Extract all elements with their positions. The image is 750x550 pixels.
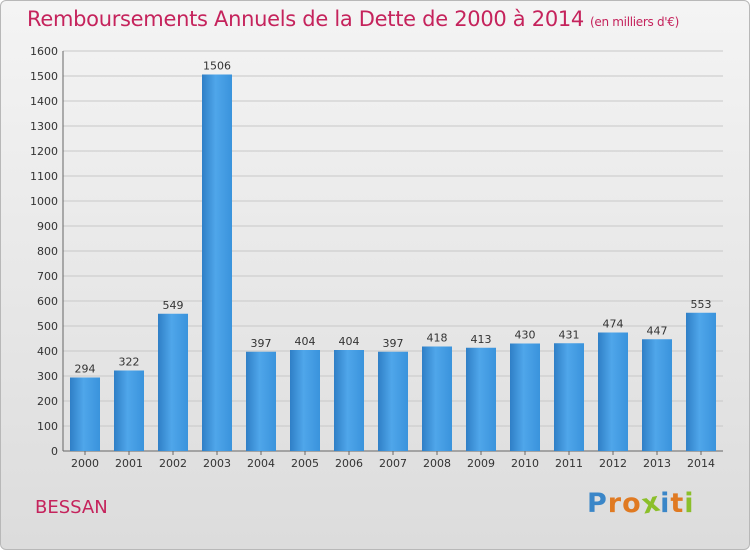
x-tick-label: 2014 bbox=[687, 457, 715, 470]
y-tick-label: 900 bbox=[37, 220, 58, 233]
bar bbox=[554, 343, 584, 451]
x-tick-label: 2001 bbox=[115, 457, 143, 470]
data-label: 404 bbox=[339, 335, 360, 348]
logo-letter: i bbox=[660, 488, 671, 519]
y-tick-label: 300 bbox=[37, 370, 58, 383]
y-tick-label: 1300 bbox=[30, 120, 58, 133]
data-label: 322 bbox=[119, 356, 140, 369]
logo-letter: r bbox=[607, 488, 623, 519]
x-tick-label: 2007 bbox=[379, 457, 407, 470]
y-tick-label: 700 bbox=[37, 270, 58, 283]
chart-subtitle: (en milliers d'€) bbox=[590, 15, 680, 29]
x-tick-label: 2010 bbox=[511, 457, 539, 470]
logo-letter: o bbox=[622, 488, 642, 519]
x-tick-label: 2004 bbox=[247, 457, 275, 470]
bar bbox=[598, 332, 628, 451]
bar bbox=[246, 351, 276, 451]
x-tick-label: 2002 bbox=[159, 457, 187, 470]
x-tick-label: 2006 bbox=[335, 457, 363, 470]
bar bbox=[466, 347, 496, 451]
bar bbox=[158, 313, 188, 451]
chart-title-text: Remboursements Annuels de la Dette de 20… bbox=[27, 7, 584, 31]
bar bbox=[70, 377, 100, 451]
data-label: 431 bbox=[559, 328, 580, 341]
bar bbox=[114, 370, 144, 451]
x-tick-label: 2000 bbox=[71, 457, 99, 470]
data-label: 294 bbox=[75, 363, 96, 376]
chart-title: Remboursements Annuels de la Dette de 20… bbox=[27, 7, 679, 31]
data-label: 404 bbox=[295, 335, 316, 348]
bar bbox=[202, 74, 232, 451]
y-tick-label: 600 bbox=[37, 295, 58, 308]
data-label: 397 bbox=[251, 337, 272, 350]
data-label: 413 bbox=[471, 333, 492, 346]
commune-name: BESSAN bbox=[35, 497, 108, 518]
y-tick-label: 1000 bbox=[30, 195, 58, 208]
data-label: 418 bbox=[427, 332, 448, 345]
data-label: 549 bbox=[163, 299, 184, 312]
bar bbox=[334, 350, 364, 451]
data-labels: 294 322 549 1506 397 404 404 397 418 413 430 431 474… bbox=[75, 60, 712, 376]
data-label: 430 bbox=[515, 329, 536, 342]
y-tick-label: 1100 bbox=[30, 170, 58, 183]
logo-letter: t bbox=[670, 488, 685, 519]
y-tick-label: 1200 bbox=[30, 145, 58, 158]
bar bbox=[378, 351, 408, 451]
y-tick-label: 0 bbox=[51, 445, 58, 458]
data-label: 553 bbox=[691, 298, 712, 311]
y-tick-label: 1400 bbox=[30, 95, 58, 108]
bar bbox=[686, 312, 716, 451]
bar bbox=[290, 350, 320, 451]
y-tick-label: 400 bbox=[37, 345, 58, 358]
x-tick-label: 2013 bbox=[643, 457, 671, 470]
x-tick-label: 2003 bbox=[203, 457, 231, 470]
y-tick-label: 200 bbox=[37, 395, 58, 408]
data-label: 1506 bbox=[203, 60, 231, 73]
y-tick-label: 500 bbox=[37, 320, 58, 333]
x-tick-label: 2009 bbox=[467, 457, 495, 470]
bars bbox=[70, 74, 716, 451]
x-tick-label: 2012 bbox=[599, 457, 627, 470]
y-tick-label: 1500 bbox=[30, 70, 58, 83]
logo-letter: P bbox=[587, 488, 608, 519]
proxiti-logo: Proxiti bbox=[587, 486, 695, 520]
y-tick-label: 800 bbox=[37, 245, 58, 258]
bar bbox=[422, 346, 452, 451]
x-tick-label: 2005 bbox=[291, 457, 319, 470]
y-tick-label: 100 bbox=[37, 420, 58, 433]
x-tick-label: 2008 bbox=[423, 457, 451, 470]
y-tick-labels: 0 100 200 300 400 500 600 700 800 900 1000 1100 1200… bbox=[30, 45, 58, 458]
bar bbox=[510, 343, 540, 451]
data-label: 474 bbox=[603, 318, 624, 331]
x-tick-label: 2011 bbox=[555, 457, 583, 470]
bar bbox=[642, 339, 672, 451]
data-label: 397 bbox=[383, 337, 404, 350]
x-tick-labels: 2000 2001 2002 2003 2004 2005 2006 2007 2008 2009… bbox=[71, 451, 715, 470]
y-tick-label: 1600 bbox=[30, 45, 58, 58]
logo-letter: i bbox=[684, 488, 695, 519]
data-label: 447 bbox=[647, 324, 668, 337]
